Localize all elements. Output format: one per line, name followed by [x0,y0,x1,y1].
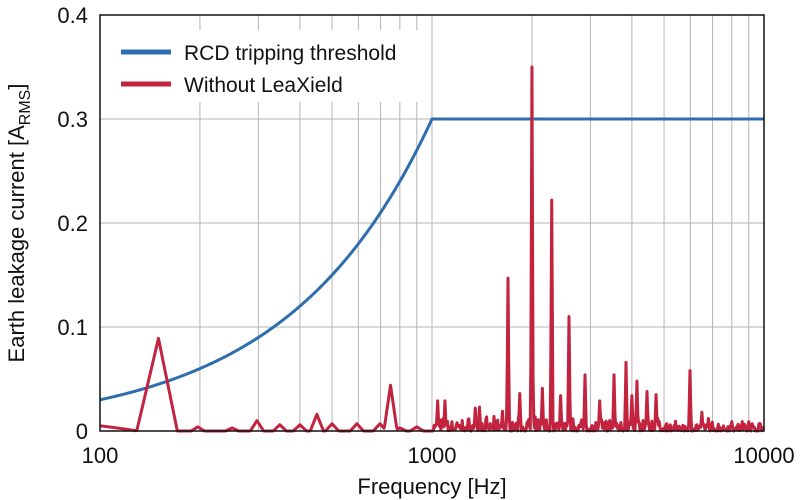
legend: RCD tripping threshold Without LeaXield [121,42,396,97]
legend-background [108,30,426,102]
y-tick-label: 0.2 [57,211,88,236]
x-tick-label: 10000 [733,443,794,468]
y-tick-label: 0.3 [57,107,88,132]
y-axis-label: Earth leakage current [ARMS] [4,84,34,363]
x-axis-label: Frequency [Hz] [357,474,506,499]
y-tick-label: 0.1 [57,315,88,340]
x-tick-label: 1000 [408,443,457,468]
tick-labels: 0 0.1 0.2 0.3 0.4 100 1000 10000 [57,3,794,468]
legend-label-without-leaxield: Without LeaXield [184,74,343,97]
legend-label-rcd: RCD tripping threshold [184,42,396,65]
y-axis-label-end: ] [4,84,29,90]
plot-frame [99,14,765,432]
y-axis-label-sub: RMS [17,90,34,126]
x-tick-label: 100 [82,443,119,468]
y-tick-label: 0.4 [57,3,88,28]
y-tick-label: 0 [76,419,88,444]
series-rcd-tripping-threshold [99,117,764,402]
y-axis-label-main: Earth leakage current [A [4,125,29,363]
